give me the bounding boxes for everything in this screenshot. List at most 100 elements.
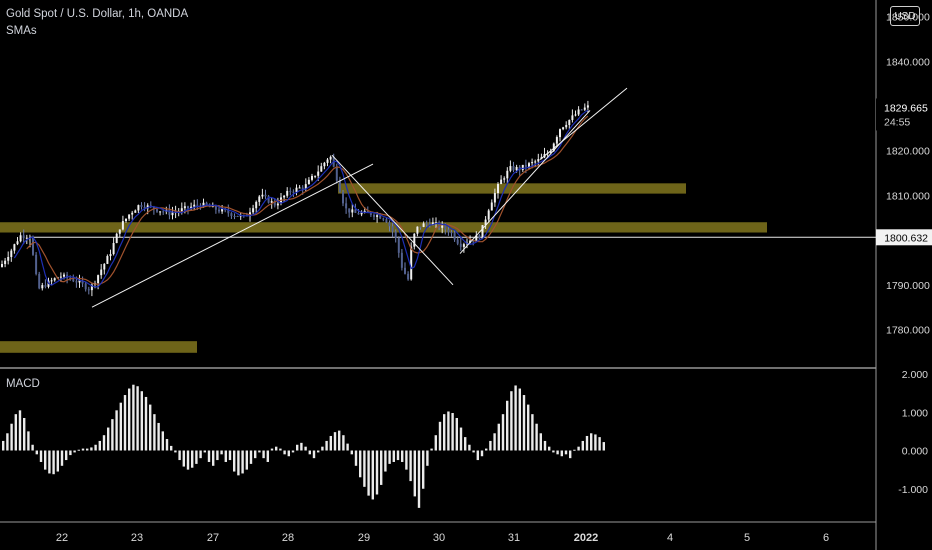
macd-bar: [422, 450, 425, 489]
candle-body: [59, 276, 62, 278]
macd-bar: [535, 423, 538, 451]
candle-body: [218, 209, 220, 212]
macd-bar: [220, 450, 223, 455]
candle-body: [506, 170, 509, 179]
candle-body: [528, 163, 530, 167]
candle-body: [97, 275, 100, 284]
chart-title: Gold Spot / U.S. Dollar, 1h, OANDA: [6, 8, 189, 20]
time-tick-label: 5: [744, 532, 750, 544]
macd-bar: [375, 450, 379, 495]
currency-badge[interactable]: USD: [890, 6, 920, 26]
candle-body: [227, 210, 230, 214]
macd-bar: [275, 446, 278, 451]
macd-bar: [514, 385, 517, 451]
candle-body: [7, 256, 10, 261]
macd-bar: [279, 448, 282, 451]
candle-body: [314, 175, 317, 177]
candle-body: [503, 178, 506, 180]
candle-body: [162, 211, 165, 213]
macd-bar: [527, 404, 530, 451]
macd-bar: [44, 450, 47, 470]
macd-bar: [18, 410, 22, 451]
candle-body: [419, 226, 422, 228]
macd-bar: [27, 431, 30, 451]
macd-bar: [371, 450, 374, 500]
candle-body: [307, 179, 310, 185]
time-axis[interactable]: 22 23 27 28 29 30 31 2022 4 5 6: [56, 532, 829, 544]
candle-body: [428, 223, 431, 225]
macd-bar: [359, 450, 362, 478]
macd-bar: [333, 432, 337, 451]
time-tick-label: 6: [823, 532, 829, 544]
macd-bar: [413, 450, 416, 497]
time-tick-label: 28: [282, 532, 294, 544]
candle-body: [410, 246, 413, 280]
macd-bar: [472, 450, 475, 453]
candle-body: [586, 105, 589, 108]
candle-body: [394, 231, 397, 238]
candle-body: [534, 161, 537, 163]
candle-body: [286, 190, 289, 196]
candlesticks: [1, 100, 589, 297]
price-axis[interactable]: 1850.000 1840.000 1829.665 24:55 1820.000 181…: [876, 12, 932, 337]
macd-bar: [598, 437, 601, 451]
macd-bar: [350, 450, 353, 455]
candle-body: [552, 143, 555, 152]
candle-body: [143, 206, 146, 209]
candle-body: [351, 209, 354, 213]
macd-bar: [417, 450, 421, 508]
price-tick-label: 1810.000: [886, 190, 930, 202]
macd-bar: [56, 450, 59, 472]
macd-tick-label: 1.000: [902, 407, 928, 419]
trend-lines[interactable]: [91, 87, 628, 308]
time-tick-label: 4: [667, 532, 673, 544]
macd-bar: [296, 444, 299, 451]
candle-body: [329, 156, 332, 160]
price-tick-label: 1790.000: [886, 280, 930, 292]
candle-body: [571, 115, 574, 120]
candle-body: [146, 205, 149, 209]
candle-body: [171, 212, 174, 216]
candle-body: [475, 235, 478, 241]
candle-body: [462, 244, 465, 247]
macd-bar: [312, 450, 316, 459]
marked-level-badge: [876, 229, 932, 246]
macd-bar: [94, 444, 97, 451]
macd-bar: [451, 413, 454, 451]
candle-body: [134, 210, 137, 213]
macd-bar: [560, 450, 563, 457]
indicator-label[interactable]: SMAs: [6, 25, 37, 37]
price-tick-label: 1850.000: [886, 12, 930, 24]
macd-bar: [132, 384, 135, 451]
macd-bar: [300, 442, 303, 451]
candle-body: [472, 240, 475, 242]
candle-body: [301, 187, 304, 190]
macd-bar: [308, 450, 311, 455]
macd-bar: [241, 450, 244, 474]
macd-bar: [506, 400, 509, 451]
candle-body: [379, 215, 382, 219]
macd-bar: [39, 450, 43, 462]
macd-label[interactable]: MACD: [6, 378, 40, 390]
macd-bar: [485, 448, 488, 451]
time-tick-label: 31: [508, 532, 520, 544]
candle-body: [487, 210, 490, 220]
candle-body: [90, 284, 93, 291]
candle-body: [41, 285, 44, 289]
macd-bar: [195, 450, 198, 464]
macd-bar: [602, 442, 605, 451]
candle-body: [53, 278, 56, 281]
macd-bar: [501, 414, 505, 451]
macd-bar: [564, 450, 568, 455]
macd-bar: [590, 433, 593, 451]
candle-body: [311, 176, 313, 180]
candle-body: [385, 219, 388, 223]
candle-body: [19, 235, 22, 242]
marked-level-line: [29, 236, 876, 248]
candle-body: [326, 159, 329, 163]
macd-bar: [363, 450, 366, 487]
candle-body: [354, 209, 357, 213]
time-tick-label: 30: [433, 532, 445, 544]
candle-body: [407, 273, 410, 280]
